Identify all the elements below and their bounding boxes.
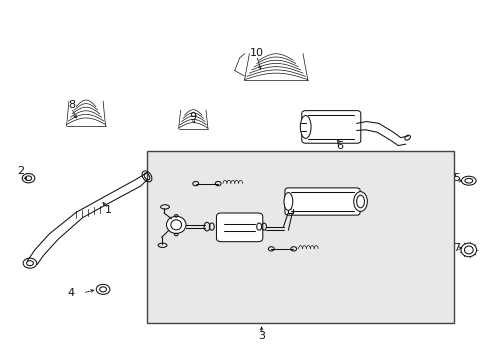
Bar [147,151,453,323]
Text: 5: 5 [452,173,459,183]
FancyBboxPatch shape [301,111,360,143]
Ellipse shape [166,216,185,233]
Text: 6: 6 [335,141,343,151]
FancyBboxPatch shape [285,188,359,215]
Ellipse shape [284,193,292,210]
Ellipse shape [461,176,475,185]
Text: 8: 8 [68,100,75,110]
Text: 9: 9 [189,112,197,122]
Text: 7: 7 [452,243,459,253]
Ellipse shape [300,116,310,138]
Ellipse shape [460,243,476,257]
Text: 4: 4 [68,288,75,298]
Text: 2: 2 [17,166,24,176]
Text: 10: 10 [249,48,263,58]
Ellipse shape [353,192,366,211]
Text: 1: 1 [104,206,111,216]
Text: 3: 3 [258,331,264,341]
FancyBboxPatch shape [216,213,262,242]
